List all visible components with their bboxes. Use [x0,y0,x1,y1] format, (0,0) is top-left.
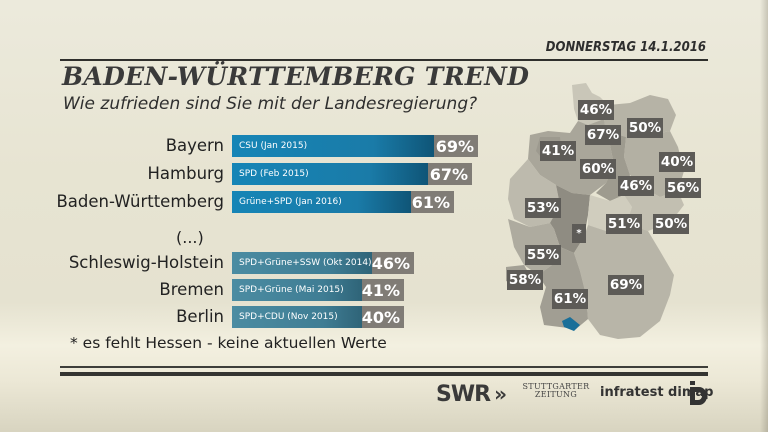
state-label-baden-wuerttemberg: Baden-Württemberg [56,192,224,211]
bar-govt-label: SPD+Grüne (Mai 2015) [232,279,362,301]
stz-line1: STUTTGARTER [522,382,590,391]
stz-line2: ZEITUNG [534,390,578,399]
state-label-bremen: Bremen [159,280,224,299]
germany-map: 46% 67% 50% 41% 60% 40% 46% 56% 53% * 51… [500,75,720,359]
bar-baden-wuerttemberg: Grüne+SPD (Jan 2016) 61% [232,191,454,213]
state-label-berlin: Berlin [176,307,224,326]
map-label-bremen: 41% [540,141,576,161]
bar-govt-label: SPD+Grüne+SSW (Okt 2014) [232,252,372,274]
map-label-baden-wuerttemberg: 61% [552,289,588,309]
bar-govt-label: SPD (Feb 2015) [232,163,428,185]
map-label-hamburg: 67% [585,125,621,145]
bar-govt-label: Grüne+SPD (Jan 2016) [232,191,411,213]
bar-bayern: CSU (Jan 2015) 69% [232,135,478,157]
map-label-sachsen: 50% [653,214,689,234]
map-label-sachsen-anhalt: 46% [618,176,654,196]
bar-value: 40% [362,306,404,328]
bar-value: 69% [434,135,478,157]
stuttgarter-zeitung-logo: STUTTGARTER ZEITUNG [518,383,594,399]
state-label-bayern: Bayern [165,136,224,155]
state-label-schleswig-holstein: Schleswig-Holstein [68,253,224,272]
bar-govt-label: SPD+CDU (Nov 2015) [232,306,362,328]
map-label-thueringen: 51% [606,214,642,234]
bar-schleswig-holstein: SPD+Grüne+SSW (Okt 2014) 46% [232,252,414,274]
bottom-rule-thick [60,372,708,376]
map-label-bayern: 69% [608,275,644,295]
bar-hamburg: SPD (Feb 2015) 67% [232,163,472,185]
map-label-schleswig-holstein: 46% [578,100,614,120]
chart-title: BADEN-WÜRTTEMBERG TREND [62,62,530,91]
edge-shade [760,0,768,432]
state-label-hamburg: Hamburg [147,164,225,183]
bar-berlin: SPD+CDU (Nov 2015) 40% [232,306,404,328]
footnote: * es fehlt Hessen - keine aktuellen Wert… [70,334,387,352]
bar-value: 46% [372,252,414,274]
map-label-saarland: 58% [507,270,543,290]
bar-value: 67% [428,163,472,185]
bar-value: 41% [362,279,404,301]
map-label-mecklenburg-vorpommern: 50% [627,118,663,138]
swr-logo: SWR» [436,382,507,407]
bar-bremen: SPD+Grüne (Mai 2015) 41% [232,279,404,301]
swr-text: SWR [436,382,491,407]
map-label-brandenburg: 56% [665,178,701,198]
map-label-berlin: 40% [659,152,695,172]
infratest-dimap-logo: infratest dimap [600,385,714,400]
swr-arrows-icon: » [494,382,507,406]
bar-value: 61% [411,191,454,213]
map-label-rheinland-pfalz: 55% [525,245,561,265]
bar-govt-label: CSU (Jan 2015) [232,135,434,157]
infratest-dimap-icon [687,381,709,409]
map-label-nrw: 53% [525,198,561,218]
map-label-niedersachsen: 60% [580,159,616,179]
ellipsis: (...) [176,228,204,247]
bottom-rule-thin [60,366,708,368]
chart-subtitle: Wie zufrieden sind Sie mit der Landesreg… [63,94,478,114]
top-rule [60,59,708,61]
broadcast-date: DONNERSTAG 14.1.2016 [545,40,706,55]
map-label-hessen: * [572,224,586,243]
